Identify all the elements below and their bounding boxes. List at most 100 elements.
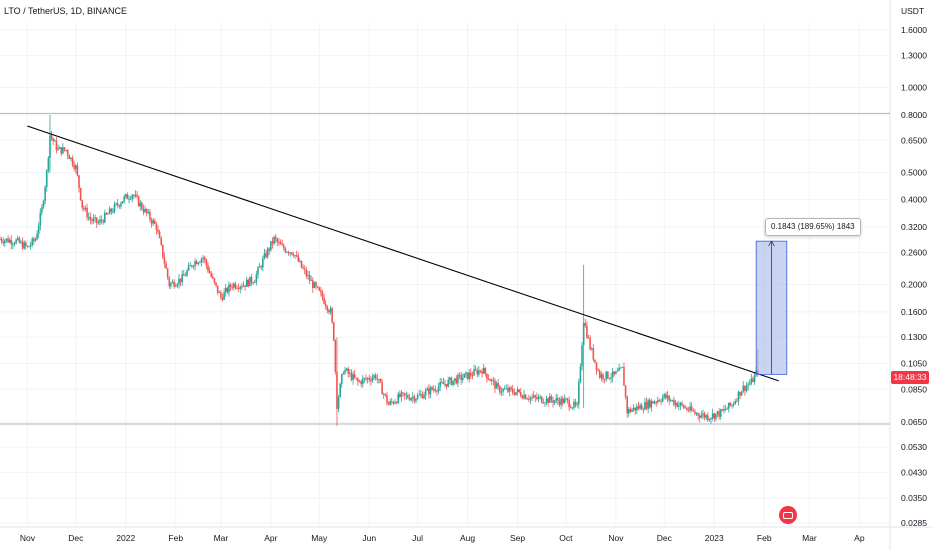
candle-body bbox=[623, 366, 625, 386]
candle-body bbox=[486, 373, 488, 379]
candle-body bbox=[181, 274, 183, 283]
candle-body bbox=[105, 212, 108, 215]
candle-body bbox=[62, 147, 64, 154]
candle-body bbox=[645, 402, 648, 409]
candle-body bbox=[387, 402, 390, 405]
candle-body bbox=[734, 401, 737, 404]
candle-body bbox=[495, 383, 498, 389]
candle-body bbox=[603, 378, 606, 380]
candle-body bbox=[13, 243, 16, 245]
price-axis-label: 1.6000 bbox=[901, 25, 927, 35]
price-axis-label: 0.1300 bbox=[901, 332, 927, 342]
candle-body bbox=[658, 400, 661, 402]
candle-body bbox=[197, 262, 200, 265]
candle-body bbox=[574, 401, 577, 405]
candle-body bbox=[157, 230, 159, 232]
candle-body bbox=[437, 386, 440, 392]
candle-body bbox=[276, 239, 279, 243]
candle-body bbox=[274, 236, 277, 240]
currency-label: USDT bbox=[901, 6, 925, 16]
candle-body bbox=[713, 413, 716, 419]
candle-body bbox=[4, 240, 6, 244]
candle-body bbox=[390, 401, 393, 402]
candle-body bbox=[532, 395, 535, 398]
candle-body bbox=[79, 187, 82, 200]
candle-body bbox=[499, 386, 501, 393]
candle-body bbox=[403, 393, 406, 396]
candle-body bbox=[89, 216, 92, 220]
candle-body bbox=[223, 292, 225, 300]
price-axis-label: 1.3000 bbox=[901, 50, 927, 60]
candle-body bbox=[484, 367, 487, 374]
candle-body bbox=[58, 147, 61, 149]
candle-body bbox=[613, 371, 616, 374]
candle-body bbox=[358, 381, 361, 382]
candle-body bbox=[329, 308, 332, 313]
candle-body bbox=[723, 408, 725, 411]
time-axis-label: Oct bbox=[559, 533, 573, 543]
candle-body bbox=[381, 382, 383, 395]
candle-body bbox=[610, 377, 612, 379]
candle-body bbox=[145, 208, 148, 213]
candle-body bbox=[168, 277, 171, 287]
candle-body bbox=[636, 406, 638, 411]
candle-body bbox=[229, 284, 232, 288]
candle-body bbox=[149, 211, 151, 220]
candle-body bbox=[515, 392, 517, 395]
candle-body bbox=[24, 242, 27, 246]
candle-body bbox=[271, 241, 274, 244]
price-axis-label: 0.2600 bbox=[901, 247, 927, 257]
candle-body bbox=[434, 389, 437, 391]
candle-body bbox=[716, 411, 719, 414]
candle-body bbox=[621, 366, 624, 368]
candle-body bbox=[318, 287, 321, 291]
price-axis-label: 0.0530 bbox=[901, 442, 927, 452]
time-axis-label: Sep bbox=[510, 533, 525, 543]
candle-body bbox=[18, 237, 21, 243]
price-axis-label: 0.0850 bbox=[901, 384, 927, 394]
candle-body bbox=[698, 415, 701, 418]
candle-body bbox=[737, 391, 740, 402]
candle-body bbox=[308, 275, 311, 281]
candle-body bbox=[195, 261, 198, 265]
candle-body bbox=[679, 402, 682, 406]
candle-body bbox=[479, 370, 482, 372]
candle-body bbox=[255, 274, 258, 283]
candle-body bbox=[626, 396, 628, 414]
candle-body bbox=[461, 377, 464, 380]
candle-body bbox=[708, 419, 711, 421]
candle-body bbox=[200, 258, 203, 263]
candle-body bbox=[752, 378, 754, 382]
candle-body bbox=[339, 383, 341, 397]
candle-body bbox=[147, 211, 150, 213]
candle-body bbox=[99, 219, 101, 223]
candle-body bbox=[189, 265, 192, 267]
candle-body bbox=[231, 287, 233, 288]
candle-body bbox=[71, 157, 74, 166]
tradingview-logo-icon[interactable] bbox=[779, 506, 797, 524]
candle-body bbox=[632, 407, 635, 410]
candle-body bbox=[619, 367, 622, 369]
candle-body bbox=[384, 393, 387, 396]
candle-body bbox=[142, 208, 145, 213]
candle-body bbox=[650, 401, 653, 408]
candle-body bbox=[10, 239, 13, 245]
candle-body bbox=[26, 245, 29, 247]
candle-body bbox=[321, 292, 324, 298]
candle-body bbox=[561, 398, 564, 404]
time-axis-label: 2022 bbox=[116, 533, 135, 543]
candle-body bbox=[666, 395, 669, 399]
candle-body bbox=[29, 245, 32, 247]
candle-body bbox=[695, 413, 698, 415]
candle-body bbox=[629, 408, 632, 412]
candle-body bbox=[184, 275, 187, 277]
candle-body bbox=[361, 378, 364, 385]
time-axis-label: 2023 bbox=[705, 533, 724, 543]
candle-body bbox=[642, 409, 645, 411]
candle-body bbox=[687, 409, 690, 411]
candle-body bbox=[400, 392, 403, 397]
candle-body bbox=[44, 187, 46, 202]
candle-body bbox=[365, 378, 367, 380]
candle-body bbox=[647, 400, 649, 409]
